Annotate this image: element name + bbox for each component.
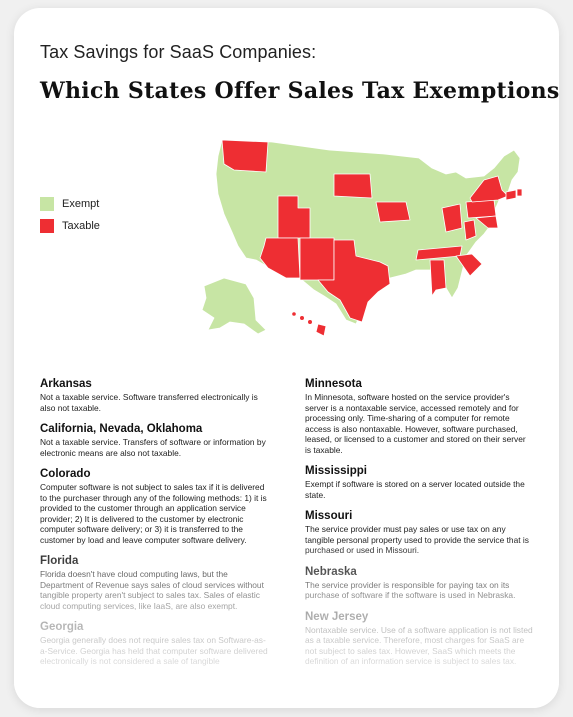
state-hawaii-island-3: [307, 319, 313, 325]
legend-swatch-exempt: [40, 197, 54, 211]
state-ohio: [441, 203, 463, 233]
state-alaska: [201, 277, 267, 335]
state-south-dakota: [333, 173, 373, 199]
state-hawaii-island-big: [315, 323, 327, 337]
state-hawaii-island-1: [291, 311, 297, 317]
subtitle: Tax Savings for SaaS Companies:: [40, 42, 317, 62]
map-legend: Exempt Taxable: [40, 193, 100, 237]
state-connecticut: [505, 189, 517, 201]
state-new-mexico: [299, 237, 335, 281]
state-west-virginia: [463, 219, 477, 241]
state-description: The service provider is responsible for …: [305, 579, 516, 601]
state-iowa: [375, 201, 411, 223]
states-column-right: Minnesota In Minnesota, software hosted …: [305, 378, 533, 677]
states-column-left: Arkansas Not a taxable service. Software…: [40, 378, 268, 677]
state-entry: Mississippi Exempt if software is stored…: [305, 465, 533, 500]
state-description: Nontaxable service. Use of a software ap…: [305, 624, 533, 667]
state-name: Missouri: [305, 510, 353, 522]
state-name: New Jersey: [305, 610, 369, 623]
infographic-card: Tax Savings for SaaS Companies: Which St…: [14, 8, 559, 708]
state-description: Not a taxable service. Software transfer…: [40, 392, 258, 413]
legend-item-exempt: Exempt: [40, 193, 100, 215]
state-entry: Florida Florida doesn't have cloud compu…: [40, 555, 268, 611]
state-name: California, Nevada, Oklahoma: [40, 423, 203, 435]
state-name: Colorado: [40, 468, 91, 480]
state-description: Computer software is not subject to sale…: [40, 482, 267, 545]
state-maryland: [475, 215, 499, 229]
state-entry: California, Nevada, Oklahoma Not a taxab…: [40, 423, 268, 458]
state-name: Nebraska: [305, 565, 357, 578]
state-entry: Minnesota In Minnesota, software hosted …: [305, 378, 533, 455]
state-name: Florida: [40, 555, 79, 567]
state-entry: Colorado Computer software is not subjec…: [40, 468, 268, 545]
state-entry: Georgia Georgia generally does not requi…: [40, 621, 268, 667]
state-entry: Missouri The service provider must pay s…: [305, 510, 533, 556]
state-description: Georgia generally does not require sales…: [40, 635, 268, 666]
state-name: Arkansas: [40, 378, 92, 390]
legend-item-taxable: Taxable: [40, 215, 100, 237]
state-name: Georgia: [40, 621, 84, 633]
state-description: Florida doesn't have cloud computing law…: [40, 569, 264, 611]
state-hawaii-island-2: [299, 315, 305, 321]
state-pennsylvania: [465, 199, 497, 219]
state-alabama: [429, 259, 447, 297]
legend-swatch-taxable: [40, 219, 54, 233]
state-south-carolina: [455, 253, 483, 277]
state-texas: [317, 239, 391, 323]
state-name: Minnesota: [305, 378, 362, 390]
state-arizona: [259, 237, 301, 279]
state-description: The service provider must pay sales or u…: [305, 524, 529, 555]
state-new-york: [469, 175, 509, 203]
legend-label-exempt: Exempt: [62, 198, 100, 210]
state-entry: Nebraska The service provider is respons…: [305, 566, 533, 601]
us-states-map: [201, 139, 523, 337]
state-description: Not a taxable service. Transfers of soft…: [40, 437, 266, 458]
state-washington: [221, 139, 269, 173]
state-description: Exempt if software is stored on a server…: [305, 479, 525, 500]
legend-label-taxable: Taxable: [62, 220, 100, 232]
state-entry: New Jersey Nontaxable service. Use of a …: [305, 611, 533, 667]
state-rhode-island: [516, 188, 523, 197]
state-entry: Arkansas Not a taxable service. Software…: [40, 378, 268, 413]
state-description: In Minnesota, software hosted on the ser…: [305, 392, 526, 455]
page-title: Which States Offer Sales Tax Exemptions?: [40, 78, 559, 104]
state-name: Mississippi: [305, 465, 367, 477]
